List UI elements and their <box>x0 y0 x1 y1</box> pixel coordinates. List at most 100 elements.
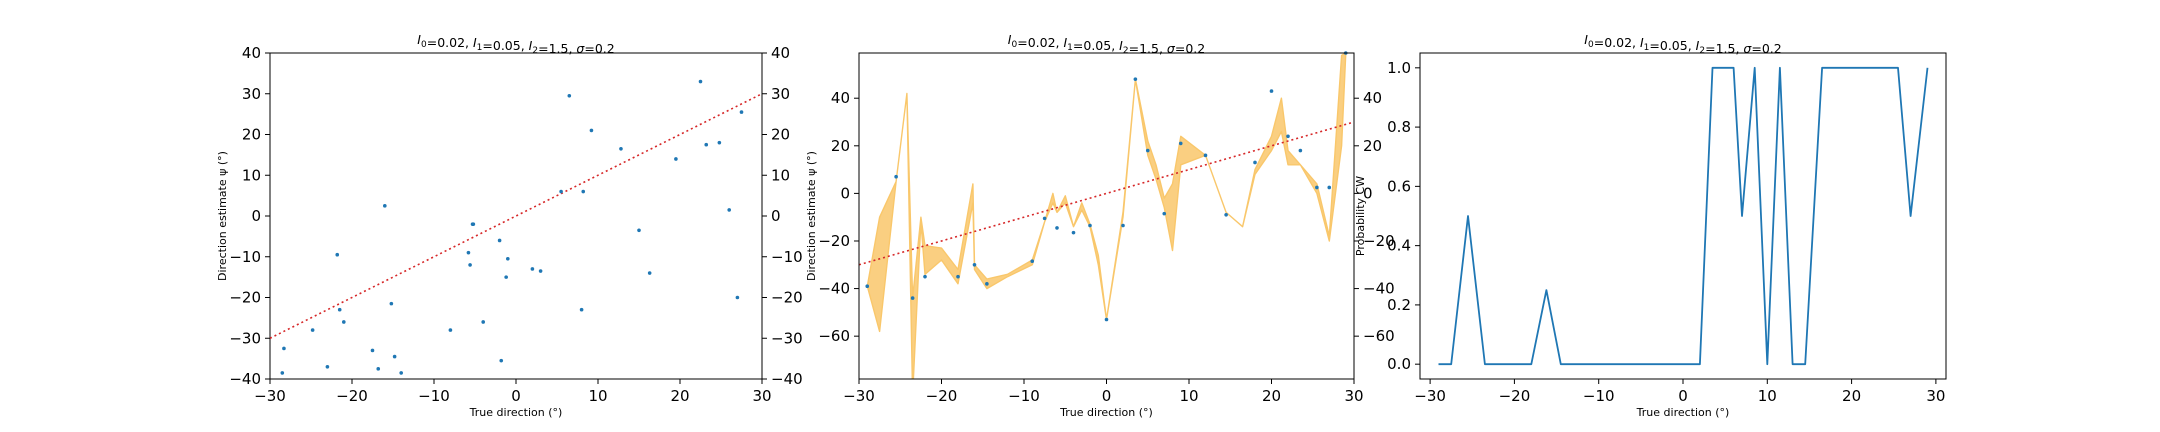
title-text-part: =0.05, <box>1073 38 1119 53</box>
x-tick-label: 30 <box>1344 387 1363 405</box>
data-point <box>1298 148 1303 153</box>
y-tick-label-right: 30 <box>771 85 790 103</box>
data-point <box>559 189 563 194</box>
data-point <box>581 189 586 194</box>
y-tick-label-left: 30 <box>242 85 261 103</box>
x-tick-label: −20 <box>336 387 368 405</box>
title-text-part: =1.5, <box>1129 41 1167 56</box>
y-tick-label-right: 0 <box>1363 184 1373 202</box>
panel-band-estimate: I0=0.02, I1=0.05, I2=1.5, σ=0.2−30 −20 −10… <box>805 32 1395 419</box>
title-subscript: 2 <box>1699 46 1705 56</box>
y-tick-label-right: 10 <box>771 166 790 184</box>
x-tick-label: 0 <box>1102 387 1112 405</box>
chart-title-1: I0=0.02, I1=0.05, I2=1.5, σ=0.2 <box>1008 32 1205 56</box>
title-symbol: σ <box>1743 41 1752 56</box>
y-tick-label-right: −60 <box>1363 327 1395 345</box>
x-tick-label: −30 <box>843 387 875 405</box>
data-point <box>739 110 744 114</box>
data-point <box>471 222 476 226</box>
data-point <box>972 262 977 267</box>
data-point <box>1162 211 1167 216</box>
data-point <box>448 328 453 332</box>
title-text-part: =0.2 <box>1175 41 1205 56</box>
data-point <box>538 269 543 273</box>
data-point <box>1286 134 1290 139</box>
data-point <box>506 256 510 261</box>
y-tick-label-left: 0 <box>840 184 850 202</box>
y-tick-label-right: 40 <box>771 44 790 62</box>
y-tick-label-left: 0.2 <box>1387 296 1411 314</box>
x-axis-label-0: True direction (°) <box>469 406 563 419</box>
title-text-part: =0.2 <box>584 41 614 56</box>
x-tick-label: 20 <box>1262 387 1281 405</box>
panel-probability-cw: I0=0.02, I1=0.05, I2=1.5, σ=0.2 −30 −20 −10… <box>1354 32 1947 419</box>
y-tick-label-right: 40 <box>1363 89 1382 107</box>
probability-line <box>1438 66 1929 366</box>
data-point <box>865 284 870 288</box>
data-point <box>637 228 641 233</box>
data-point <box>389 301 394 306</box>
data-point <box>647 271 652 275</box>
data-point <box>376 367 381 371</box>
data-point <box>280 371 285 375</box>
x-tick-label: −30 <box>1414 387 1446 405</box>
title-subscript: 1 <box>477 43 483 53</box>
y-tick-label-right: 20 <box>1363 137 1382 155</box>
data-point <box>894 174 898 179</box>
data-point <box>619 146 623 151</box>
title-text-part: =1.5, <box>538 41 576 56</box>
data-point <box>1121 223 1125 228</box>
data-point <box>1030 259 1035 264</box>
x-tick-label: 10 <box>1758 387 1777 405</box>
y-tick-label-left: −20 <box>818 232 850 250</box>
y-tick-label-right: −20 <box>771 289 803 307</box>
title-symbol: I <box>1063 35 1067 50</box>
chart-title-0: I0=0.02, I1=0.05, I2=1.5, σ=0.2 <box>417 32 614 56</box>
y-tick-label-right: −40 <box>1363 280 1395 298</box>
x-tick-label: −30 <box>254 387 286 405</box>
title-text-part: =0.05, <box>482 38 528 53</box>
chart-title-2: I0=0.02, I1=0.05, I2=1.5, σ=0.2 <box>1584 32 1781 56</box>
data-point <box>1071 230 1076 235</box>
data-point <box>370 348 375 353</box>
panel-scatter-estimate: I0=0.02, I1=0.05, I2=1.5, σ=0.2−30 −20 −10… <box>216 32 803 419</box>
data-point <box>1145 148 1150 153</box>
y-tick-label-left: 1.0 <box>1387 59 1411 77</box>
x-axis-label-2: True direction (°) <box>1636 406 1730 419</box>
y-tick-label-left: −30 <box>229 329 261 347</box>
x-axis-label-1: True direction (°) <box>1059 406 1153 419</box>
x-tick-label: 10 <box>588 387 607 405</box>
data-point <box>985 282 989 286</box>
x-tick-label: −20 <box>1499 387 1531 405</box>
data-point <box>674 157 678 161</box>
data-point <box>704 142 709 147</box>
title-symbol: I <box>529 38 533 53</box>
data-point <box>1055 226 1059 230</box>
data-point <box>1133 77 1138 81</box>
plot-frame <box>1419 52 1947 380</box>
data-point <box>342 320 346 324</box>
title-subscript: 1 <box>1644 43 1650 53</box>
y-tick-label-right: −30 <box>771 329 803 347</box>
y-tick-label-left: 0 <box>251 207 261 225</box>
data-point <box>698 79 703 84</box>
x-tick-label: 30 <box>752 387 771 405</box>
data-point <box>1253 160 1257 165</box>
x-tick-label: −10 <box>1583 387 1615 405</box>
y-tick-label-left: 20 <box>242 126 261 144</box>
y-tick-label-left: 0.0 <box>1387 355 1411 373</box>
data-point <box>1088 223 1092 228</box>
x-tick-label: 0 <box>511 387 521 405</box>
y-axis-label-2: Probability CW <box>1354 176 1367 256</box>
data-point <box>335 252 340 257</box>
data-point <box>504 275 508 279</box>
title-symbol: I <box>1008 32 1012 47</box>
y-tick-label-left: −20 <box>229 289 261 307</box>
data-point <box>497 238 502 243</box>
y-tick-label-left: 0.6 <box>1387 177 1411 195</box>
data-point <box>910 296 915 300</box>
y-tick-label-left: 40 <box>242 44 261 62</box>
y-tick-label-left: −60 <box>818 327 850 345</box>
x-tick-label: 0 <box>1678 387 1688 405</box>
title-text-part: =0.02, <box>427 35 473 50</box>
